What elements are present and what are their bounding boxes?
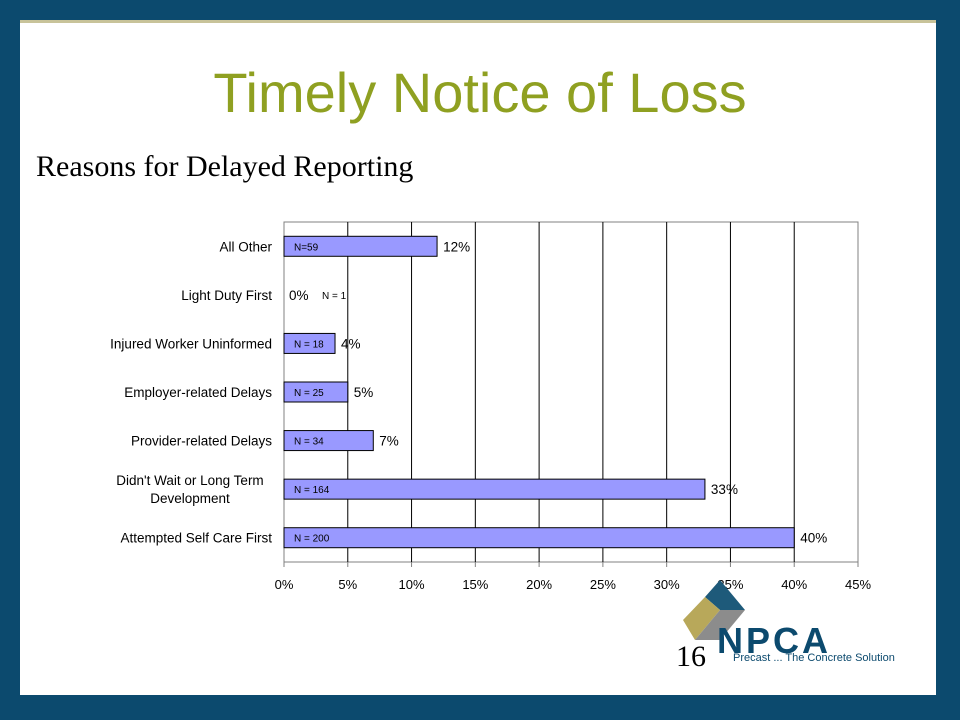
category-label: Didn't Wait or Long Term [116, 473, 263, 488]
category-label: Injured Worker Uninformed [110, 336, 272, 351]
logo-tagline: Precast ... The Concrete Solution [733, 652, 895, 664]
n-label: N = 25 [294, 388, 324, 399]
x-tick-label: 30% [654, 577, 680, 592]
bar [283, 527, 795, 549]
x-tick-label: 25% [590, 577, 616, 592]
category-label: Light Duty First [181, 288, 272, 303]
chart-subtitle: Reasons for Delayed Reporting [36, 150, 414, 183]
bar [283, 430, 374, 452]
n-label: N = 200 [294, 534, 330, 545]
n-label: N = 1 [322, 291, 347, 302]
n-label: N=59 [294, 242, 319, 253]
data-label: 40% [800, 531, 827, 546]
data-label: 4% [341, 336, 361, 351]
logo-wordmark: NPCA [717, 620, 832, 661]
x-tick-label: 0% [275, 577, 294, 592]
npca-logo-icon [683, 580, 745, 640]
bar [283, 478, 706, 500]
category-label: All Other [219, 239, 272, 254]
bar [283, 381, 349, 403]
x-tick-label: 10% [399, 577, 425, 592]
category-label: Provider-related Delays [131, 434, 272, 449]
x-tick-label: 5% [338, 577, 357, 592]
x-tick-label: 15% [462, 577, 488, 592]
data-label: 0% [289, 288, 309, 303]
category-label: Attempted Self Care First [120, 531, 272, 546]
x-tick-label: 20% [526, 577, 552, 592]
n-label: N = 34 [294, 437, 324, 448]
x-tick-label: 40% [781, 577, 807, 592]
bar [283, 235, 438, 257]
page-title: Timely Notice of Loss [213, 61, 747, 124]
page-number: 16 [676, 640, 706, 673]
data-label: 33% [711, 482, 738, 497]
bar [283, 332, 336, 354]
n-label: N = 164 [294, 485, 330, 496]
category-label: Development [150, 491, 230, 506]
category-label: Employer-related Delays [124, 385, 272, 400]
x-tick-label: 45% [845, 577, 871, 592]
data-label: 5% [354, 385, 374, 400]
data-label: 7% [379, 434, 399, 449]
n-label: N = 18 [294, 339, 324, 350]
data-label: 12% [443, 239, 470, 254]
